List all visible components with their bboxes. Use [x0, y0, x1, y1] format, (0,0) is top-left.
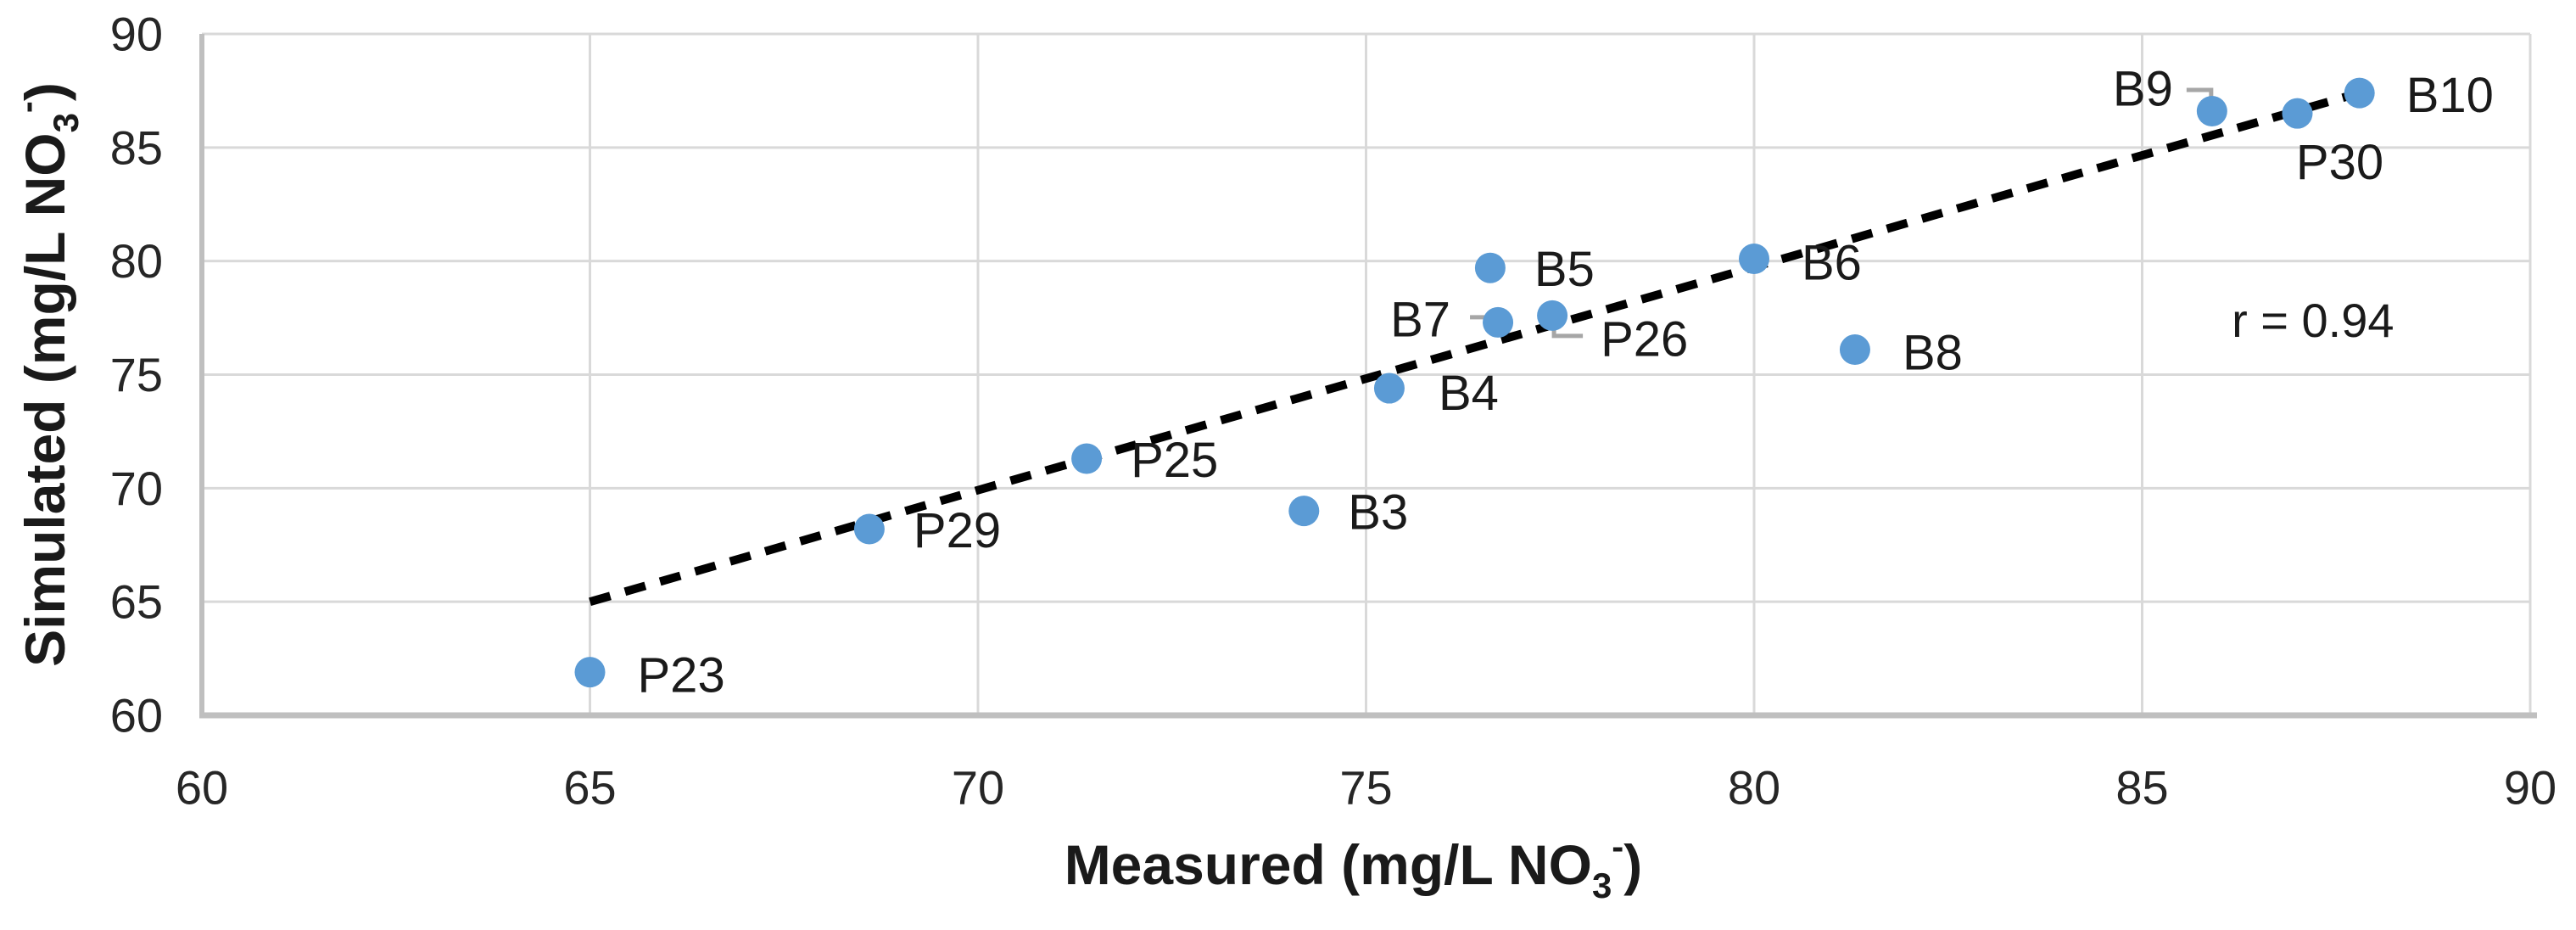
data-point-b10	[2344, 77, 2375, 109]
point-label-p30: P30	[2296, 135, 2383, 190]
y-tick-label: 90	[110, 8, 163, 61]
x-tick-label: 90	[2504, 761, 2556, 815]
y-axis-title: Simulated (mg/L NO3-)	[7, 82, 86, 667]
point-label-p23: P23	[638, 648, 725, 703]
y-tick-label: 60	[110, 689, 163, 742]
y-tick-label: 80	[110, 234, 163, 288]
data-point-p25	[1071, 443, 1103, 474]
x-tick-label: 65	[563, 761, 616, 815]
point-label-p25: P25	[1131, 433, 1218, 488]
point-label-b10: B10	[2406, 68, 2494, 123]
data-point-b8	[1839, 334, 1870, 366]
point-label-b7: B7	[1390, 292, 1450, 347]
x-axis-title: Measured (mg/L NO3-)	[1064, 826, 1643, 905]
x-tick-label: 70	[952, 761, 1004, 815]
data-point-b7	[1483, 306, 1514, 338]
point-label-p26: P26	[1601, 311, 1688, 367]
data-point-b9	[2196, 96, 2227, 127]
data-point-b5	[1474, 252, 1506, 283]
data-point-p23	[574, 657, 606, 688]
x-tick-label: 60	[176, 761, 228, 815]
x-tick-label: 75	[1339, 761, 1392, 815]
point-label-b6: B6	[1802, 235, 1862, 290]
data-point-p30	[2282, 98, 2313, 129]
data-point-b6	[1739, 243, 1769, 274]
correlation-annotation: r = 0.94	[2232, 294, 2394, 347]
point-label-b4: B4	[1439, 366, 1499, 421]
point-label-b5: B5	[1534, 242, 1595, 297]
data-point-b3	[1288, 496, 1320, 527]
y-tick-label: 65	[110, 575, 163, 629]
point-label-b3: B3	[1348, 485, 1408, 541]
x-tick-label: 80	[1728, 761, 1780, 815]
data-point-p26	[1537, 300, 1568, 331]
point-label-b8: B8	[1903, 326, 1963, 381]
y-tick-label: 75	[110, 348, 163, 401]
trendline	[589, 84, 2377, 606]
point-label-b9: B9	[2113, 62, 2173, 117]
x-tick-label: 85	[2115, 761, 2168, 815]
data-point-p29	[853, 513, 885, 545]
data-point-b4	[1373, 373, 1405, 404]
y-tick-label: 70	[110, 462, 163, 515]
point-label-p29: P29	[914, 503, 1001, 558]
y-tick-label: 85	[110, 120, 163, 174]
